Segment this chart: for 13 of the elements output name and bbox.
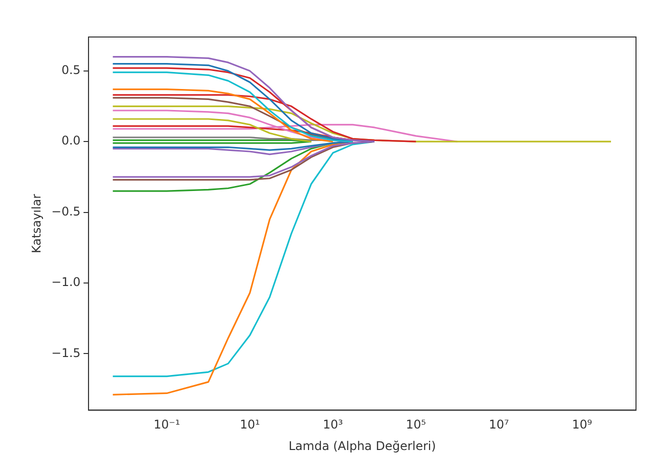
x-axis-title: Lamda (Alpha Değerleri)	[288, 438, 436, 453]
x-tick-label: 10¹	[240, 418, 260, 432]
x-tick-label: 10⁵	[406, 418, 426, 432]
y-tick-label: −1.0	[51, 275, 81, 290]
y-tick-label: 0.5	[61, 63, 81, 78]
x-tick-label: 10⁻¹	[154, 418, 180, 432]
y-tick-label: 0.0	[61, 134, 81, 148]
y-axis-title: Katsayılar	[29, 194, 44, 254]
y-tick-label: −1.5	[51, 346, 81, 360]
x-tick-label: 10³	[322, 418, 344, 432]
x-tick-label: 10⁷	[488, 418, 510, 432]
x-tick-label: 10⁹	[572, 418, 592, 432]
y-tick-label: −0.5	[51, 204, 81, 218]
